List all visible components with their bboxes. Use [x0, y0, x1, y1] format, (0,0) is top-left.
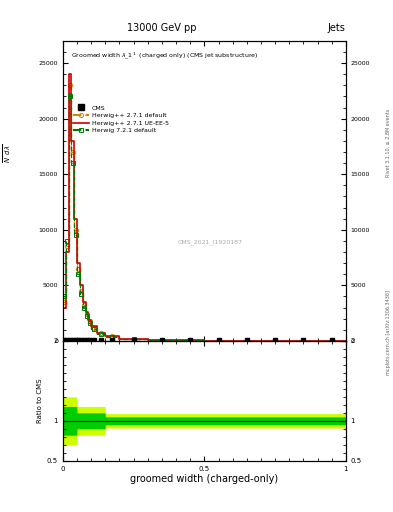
Text: mcplots.cern.ch [arXiv:1306.3436]: mcplots.cern.ch [arXiv:1306.3436]	[386, 290, 391, 375]
Y-axis label: Ratio to CMS: Ratio to CMS	[37, 378, 43, 423]
Text: Groomed width $\lambda\_1^1$  (charged only) (CMS jet substructure): Groomed width $\lambda\_1^1$ (charged on…	[72, 50, 259, 60]
X-axis label: groomed width (charged-only): groomed width (charged-only)	[130, 475, 278, 484]
Text: CMS_2021_I1920187: CMS_2021_I1920187	[178, 239, 242, 245]
Text: $\frac{1}{N}\,\frac{dN}{d\lambda}$: $\frac{1}{N}\,\frac{dN}{d\lambda}$	[0, 144, 13, 163]
Text: Jets: Jets	[328, 23, 346, 33]
Text: Rivet 3.1.10, ≥ 2.8M events: Rivet 3.1.10, ≥ 2.8M events	[386, 109, 391, 178]
Legend: CMS, Herwig++ 2.7.1 default, Herwig++ 2.7.1 UE-EE-5, Herwig 7.2.1 default: CMS, Herwig++ 2.7.1 default, Herwig++ 2.…	[72, 104, 170, 135]
Text: 13000 GeV pp: 13000 GeV pp	[127, 23, 196, 33]
